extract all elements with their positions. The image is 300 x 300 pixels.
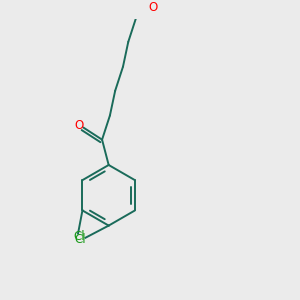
Text: Cl: Cl <box>75 233 86 246</box>
Text: Cl: Cl <box>73 230 85 243</box>
Text: O: O <box>148 1 157 14</box>
Text: O: O <box>75 119 84 132</box>
